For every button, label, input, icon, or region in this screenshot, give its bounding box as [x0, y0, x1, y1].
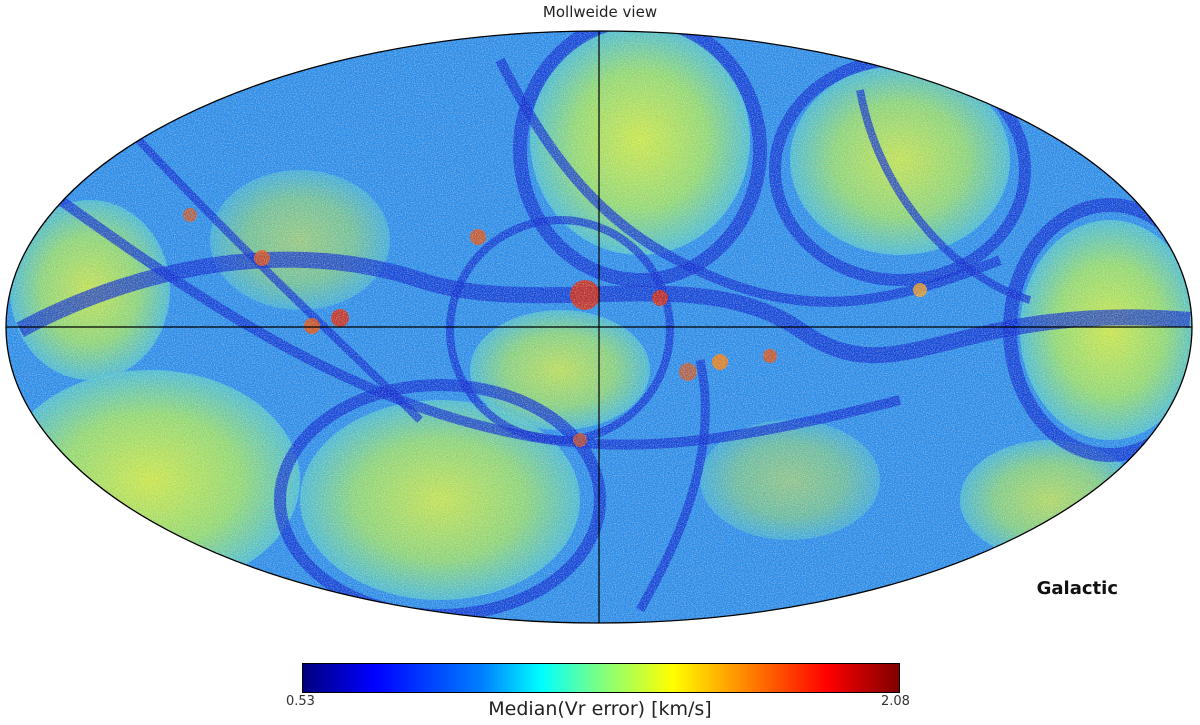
colorbar-label: Median(Vr error) [km/s] [488, 698, 712, 720]
colorbar [302, 663, 900, 693]
coordinate-frame-label: Galactic [1036, 578, 1118, 599]
map-title: Mollweide view [542, 3, 658, 21]
mollweide-map [5, 30, 1193, 624]
colorbar-min-label: 0.53 [286, 694, 315, 709]
sky-map-layer [6, 31, 1192, 623]
map-boundary [5, 30, 1193, 624]
colorbar-max-label: 2.08 [881, 694, 910, 709]
